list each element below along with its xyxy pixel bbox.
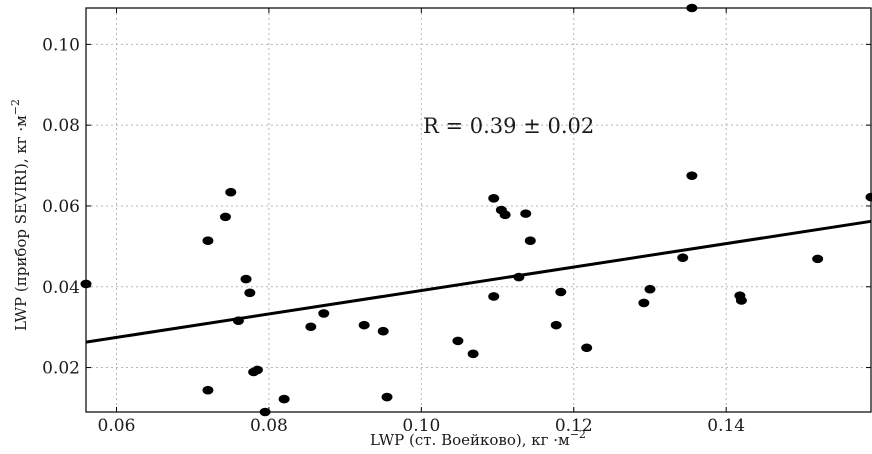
y-tick-label: 0.06 [42, 197, 80, 217]
data-point [524, 236, 536, 246]
x-axis-label-exponent: −2 [570, 428, 586, 441]
y-axis-label-exponent: −2 [9, 99, 22, 115]
data-point [735, 296, 747, 305]
x-tick-label: 0.06 [98, 416, 136, 436]
data-point [381, 392, 393, 402]
y-axis-label-text: LWP (прибор SEVIRI), кг ·м [12, 115, 30, 331]
data-point [377, 326, 389, 336]
x-tick-label: 0.14 [707, 416, 745, 436]
tick-marks [86, 8, 871, 412]
data-point [550, 320, 562, 330]
data-point [686, 171, 698, 180]
data-point [581, 343, 593, 353]
x-axis-label: LWP (ст. Воейково), кг ·м−2 [370, 428, 586, 449]
x-tick-labels: 0.06 0.08 0.10 0.12 0.14 [98, 416, 746, 436]
y-tick-label: 0.02 [42, 359, 80, 379]
data-point [520, 209, 532, 218]
x-tick-label: 0.08 [250, 416, 288, 436]
data-point [305, 322, 317, 332]
y-tick-label: 0.08 [42, 116, 80, 136]
data-point [677, 253, 689, 262]
x-tick-label: 0.10 [402, 416, 440, 436]
data-point [499, 210, 511, 220]
data-point [644, 284, 656, 294]
data-point [638, 298, 650, 308]
data-point [812, 254, 824, 264]
data-point [202, 236, 214, 246]
data-point [513, 272, 525, 282]
y-tick-label: 0.04 [42, 278, 80, 298]
data-point [358, 320, 370, 330]
y-tick-label: 0.10 [42, 35, 80, 55]
data-point [240, 274, 252, 284]
data-point [278, 394, 290, 404]
data-point [318, 309, 330, 318]
data-point [244, 288, 256, 298]
plot-frame [85, 7, 872, 413]
data-point [225, 187, 237, 197]
grid-lines [86, 8, 871, 412]
correlation-annotation: R = 0.39 ± 0.02 [423, 114, 594, 138]
data-point [467, 349, 479, 359]
x-axis-label-text: LWP (ст. Воейково), кг ·м [370, 431, 570, 449]
data-point [251, 365, 263, 375]
y-tick-labels: 0.02 0.04 0.06 0.08 0.10 [42, 35, 80, 378]
data-point [488, 193, 500, 203]
y-axis-label: LWP (прибор SEVIRI), кг ·м−2 [9, 99, 30, 331]
x-tick-label: 0.12 [555, 416, 593, 436]
data-point [488, 292, 500, 301]
data-point [232, 316, 244, 325]
regression-line-group [85, 219, 872, 344]
data-point [219, 212, 231, 222]
data-point [452, 336, 464, 346]
data-point [865, 192, 872, 202]
data-point [555, 287, 567, 297]
data-point [202, 385, 214, 395]
data-points [80, 3, 872, 417]
regression-line [85, 219, 872, 344]
